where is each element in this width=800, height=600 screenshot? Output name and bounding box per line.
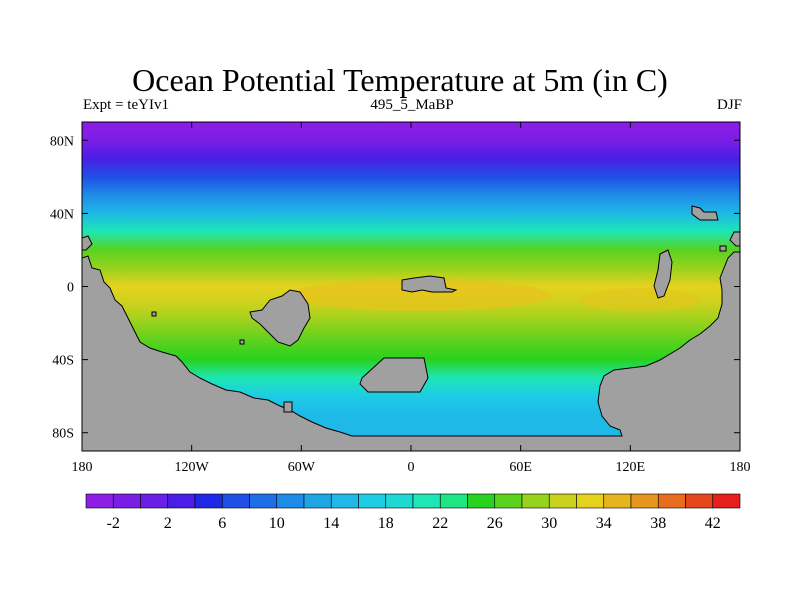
experiment-label: Expt = teYIv1 (83, 97, 169, 113)
colorbar-swatch (330, 493, 359, 509)
colorbar-swatch (194, 493, 223, 509)
x-tick-label: 60W (288, 460, 316, 475)
colorbar-swatch (630, 493, 659, 509)
colorbar-swatch (412, 493, 441, 509)
x-tick-label: 0 (408, 460, 415, 475)
colorbar-swatch (548, 493, 577, 509)
colorbar-swatch (276, 493, 305, 509)
colorbar-swatch (167, 493, 196, 509)
colorbar-swatch (112, 493, 141, 509)
colorbar-swatch (385, 493, 414, 509)
colorbar-swatch (521, 493, 550, 509)
x-tick-label: 180 (72, 460, 93, 475)
y-tick-label: 80S (52, 427, 74, 442)
land-northeast-island (691, 205, 719, 221)
colorbar-label: 10 (269, 515, 285, 532)
colorbar-swatch (221, 493, 250, 509)
land-central-island (249, 289, 311, 347)
land-small-islet-4 (719, 245, 727, 252)
land-small-islet-3 (239, 339, 245, 345)
y-tick-label: 40N (50, 207, 74, 222)
colorbar-label: 26 (487, 515, 503, 532)
season-label: DJF (716, 97, 742, 113)
land-west-strip (82, 235, 93, 251)
x-tick-label: 180 (730, 460, 751, 475)
y-axis: 80N 40N 0 40S 80S (50, 134, 740, 442)
colorbar-label: 2 (164, 515, 172, 532)
land-southern-block (359, 357, 429, 393)
land-east-strip (729, 231, 740, 247)
chart-title: Ocean Potential Temperature at 5m (in C) (132, 62, 668, 98)
colorbar-swatch (303, 493, 332, 509)
y-tick-label: 0 (67, 281, 74, 296)
y-tick-label: 40S (52, 354, 74, 369)
colorbar-swatch (85, 493, 114, 509)
colorbar-label: 18 (378, 515, 394, 532)
colorbar-label: 14 (323, 515, 339, 532)
colorbar-label: 30 (541, 515, 557, 532)
colorbar-swatch (657, 493, 686, 509)
colorbar-label: -2 (107, 515, 120, 532)
colorbar-label: 38 (650, 515, 666, 532)
land-equatorial-island (401, 275, 458, 293)
colorbar-label: 42 (705, 515, 721, 532)
colorbar-swatch (494, 493, 523, 509)
colorbar-label: 6 (218, 515, 226, 532)
warm-pool-central (290, 279, 550, 311)
x-axis: 180 120W 60W 0 60E 120E 180 (72, 122, 751, 475)
colorbar-swatch (358, 493, 387, 509)
x-tick-label: 60E (509, 460, 532, 475)
colorbar-swatch (685, 493, 714, 509)
colorbar-swatch (467, 493, 496, 509)
colorbar-swatch (249, 493, 278, 509)
land-small-islet-2 (151, 311, 157, 317)
colorbar-swatch (712, 493, 741, 509)
x-tick-label: 120E (616, 460, 646, 475)
colorbar-swatch (603, 493, 632, 509)
y-tick-label: 80N (50, 134, 74, 149)
warm-pool-east (580, 288, 700, 312)
ocean-field (82, 122, 740, 451)
land-small-islet-1 (283, 401, 293, 413)
colorbar-label: 22 (432, 515, 448, 532)
land (82, 205, 740, 451)
colorbar-swatch (439, 493, 468, 509)
colorbar-label: 34 (596, 515, 612, 532)
land-eastern-island (653, 249, 673, 299)
age-label: 495_5_MaBP (370, 97, 454, 113)
land-western-continent (82, 251, 740, 451)
colorbar: -2 2 6 10 14 18 22 26 30 34 38 42 (85, 493, 741, 532)
colorbar-swatch (140, 493, 169, 509)
x-tick-label: 120W (175, 460, 210, 475)
colorbar-swatch (576, 493, 605, 509)
